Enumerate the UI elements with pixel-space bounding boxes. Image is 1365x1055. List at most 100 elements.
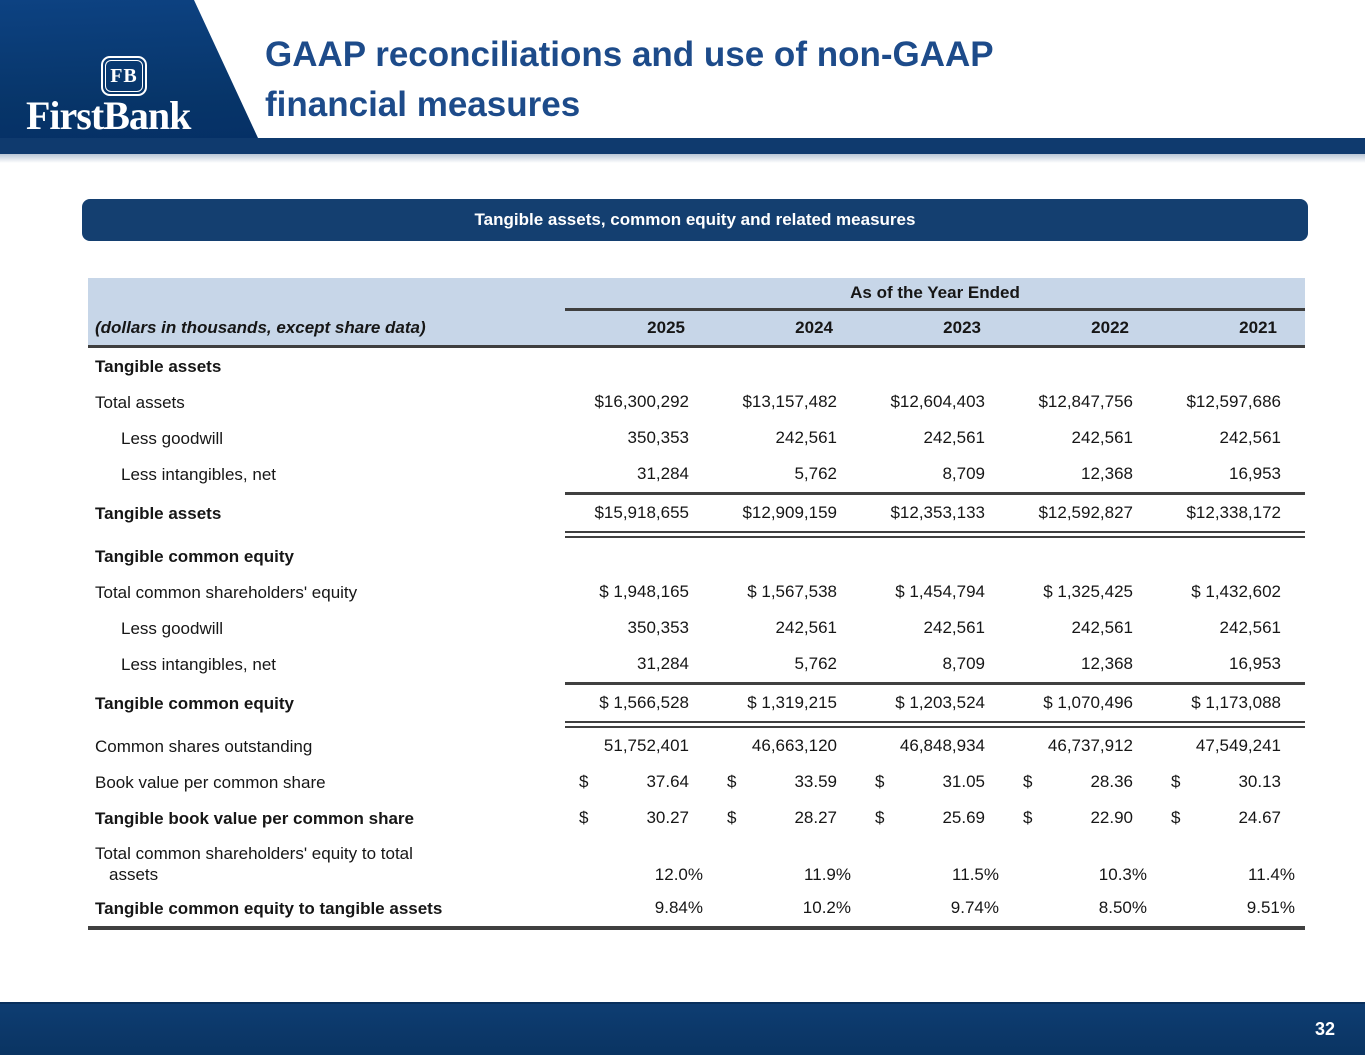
value-cell: 5,762 — [794, 654, 837, 673]
value-cell: 12,368 — [1081, 464, 1133, 483]
value-cell: $ 1,948,165 — [599, 582, 689, 601]
value-cell: $12,353,133 — [890, 503, 985, 522]
table-row: Tangible assets $15,918,655 $12,909,159 $12… — [88, 495, 1305, 531]
value-cell: 16,953 — [1229, 464, 1281, 483]
value-cell: $ 1,567,538 — [747, 582, 837, 601]
value-cell: $12,909,159 — [742, 503, 837, 522]
row-label: Tangible assets — [95, 503, 222, 523]
value-cell: 8.50% — [1098, 898, 1147, 917]
table-rule-single — [565, 492, 1305, 495]
value-cell: 16,953 — [1229, 654, 1281, 673]
table-row: Tangible common equity to tangible asset… — [88, 890, 1305, 926]
section-banner: Tangible assets, common equity and relat… — [82, 199, 1308, 241]
value-cell: 350,353 — [627, 618, 689, 637]
row-label: Less goodwill — [121, 428, 224, 448]
table-rule-double — [565, 721, 1305, 728]
value-cell: 12.0% — [654, 865, 703, 884]
value-cell: $30.13 — [1171, 772, 1281, 791]
value-cell: $ 1,319,215 — [747, 693, 837, 712]
table-row: Tangible common equity — [88, 538, 1305, 574]
value-cell: 46,663,120 — [751, 736, 837, 755]
row-label: Less goodwill — [121, 618, 224, 638]
column-header-row: (dollars in thousands, except share data… — [88, 311, 1305, 345]
value-cell: 242,561 — [923, 428, 985, 447]
col-group-header: As of the Year Ended — [565, 278, 1305, 311]
table-row: Book value per common share $37.64 $33.59 $… — [88, 764, 1305, 800]
value-cell: 11.9% — [804, 865, 851, 884]
value-cell: $25.69 — [875, 808, 985, 827]
row-header-label: (dollars in thousands, except share data… — [95, 318, 426, 337]
value-cell: $33.59 — [727, 772, 837, 791]
value-cell: 242,561 — [1071, 428, 1133, 447]
table-row: Total assets $16,300,292 $13,157,482 $12,60… — [88, 384, 1305, 420]
year-header: 2023 — [943, 318, 981, 337]
header-rule — [88, 345, 1305, 348]
value-cell: $ 1,070,496 — [1043, 693, 1133, 712]
value-cell: 11.5% — [952, 865, 999, 884]
value-cell: $12,604,403 — [890, 392, 985, 411]
row-label: Tangible book value per common share — [95, 808, 414, 828]
table-rule-double — [565, 531, 1305, 538]
row-label: Common shares outstanding — [95, 736, 313, 756]
value-cell: $22.90 — [1023, 808, 1133, 827]
value-cell: 8,709 — [942, 464, 985, 483]
row-label: Total common shareholders' equity to tot… — [95, 844, 413, 884]
row-label: Tangible assets — [95, 356, 222, 376]
value-cell: $ 1,566,528 — [599, 693, 689, 712]
table-row: Total common shareholders' equity to tot… — [88, 836, 1305, 890]
years-row: 2025 2024 2023 2022 2021 — [565, 318, 1305, 338]
value-cell: 9.74% — [950, 898, 999, 917]
page-number: 32 — [1314, 1019, 1335, 1039]
value-cell: $15,918,655 — [594, 503, 689, 522]
row-label: Less intangibles, net — [121, 464, 276, 484]
table-row: Less intangibles, net 31,284 5,762 8,709 12,… — [88, 646, 1305, 682]
column-group-row: As of the Year Ended — [88, 278, 1305, 311]
value-cell: $37.64 — [579, 772, 689, 791]
table-row: Total common shareholders' equity $ 1,948… — [88, 574, 1305, 610]
value-cell: 9.84% — [654, 898, 703, 917]
value-cell: 10.2% — [802, 898, 851, 917]
value-cell: $12,597,686 — [1186, 392, 1281, 411]
value-cell: $ 1,454,794 — [895, 582, 985, 601]
value-cell: 5,762 — [794, 464, 837, 483]
value-cell: 350,353 — [627, 428, 689, 447]
value-cell: $ 1,325,425 — [1043, 582, 1133, 601]
year-header: 2021 — [1239, 318, 1277, 337]
table-row: Tangible common equity $ 1,566,528 $ 1,319… — [88, 685, 1305, 721]
header-bottom-bar — [0, 138, 1365, 154]
fb-emblem-icon: FB — [101, 56, 147, 96]
page-title-line2: financial measures — [265, 85, 581, 124]
value-cell: $30.27 — [579, 808, 689, 827]
row-label: Tangible common equity — [95, 546, 294, 566]
firstbank-logo: FB FirstBank — [0, 0, 260, 138]
value-cell: 11.4% — [1248, 865, 1295, 884]
year-header: 2022 — [1091, 318, 1129, 337]
section-banner-label: Tangible assets, common equity and relat… — [474, 210, 916, 229]
value-cell: $16,300,292 — [594, 392, 689, 411]
value-cell: 9.51% — [1246, 898, 1295, 917]
logo-wordmark: FirstBank — [26, 93, 191, 138]
footer-bar: 32 — [0, 1002, 1365, 1055]
header: FB FirstBank GAAP reconciliations and us… — [0, 0, 1365, 163]
year-header: 2024 — [795, 318, 833, 337]
row-label: Tangible common equity — [95, 693, 294, 713]
year-header: 2025 — [647, 318, 685, 337]
value-cell: $13,157,482 — [742, 392, 837, 411]
value-cell: 46,737,912 — [1047, 736, 1133, 755]
value-cell: $ 1,173,088 — [1191, 693, 1281, 712]
financial-table: As of the Year Ended (dollars in thousan… — [88, 278, 1305, 930]
value-cell: 242,561 — [1071, 618, 1133, 637]
value-cell: 31,284 — [637, 464, 689, 483]
value-cell: $24.67 — [1171, 808, 1281, 827]
value-cell: 10.3% — [1098, 865, 1147, 884]
table-header: As of the Year Ended (dollars in thousan… — [88, 278, 1305, 348]
value-cell: $31.05 — [875, 772, 985, 791]
value-cell: $ 1,432,602 — [1191, 582, 1281, 601]
row-label: Less intangibles, net — [121, 654, 276, 674]
value-cell: $ 1,203,524 — [895, 693, 985, 712]
value-cell: 242,561 — [923, 618, 985, 637]
value-cell: 242,561 — [1219, 618, 1281, 637]
value-cell: $28.36 — [1023, 772, 1133, 791]
value-cell: $28.27 — [727, 808, 837, 827]
